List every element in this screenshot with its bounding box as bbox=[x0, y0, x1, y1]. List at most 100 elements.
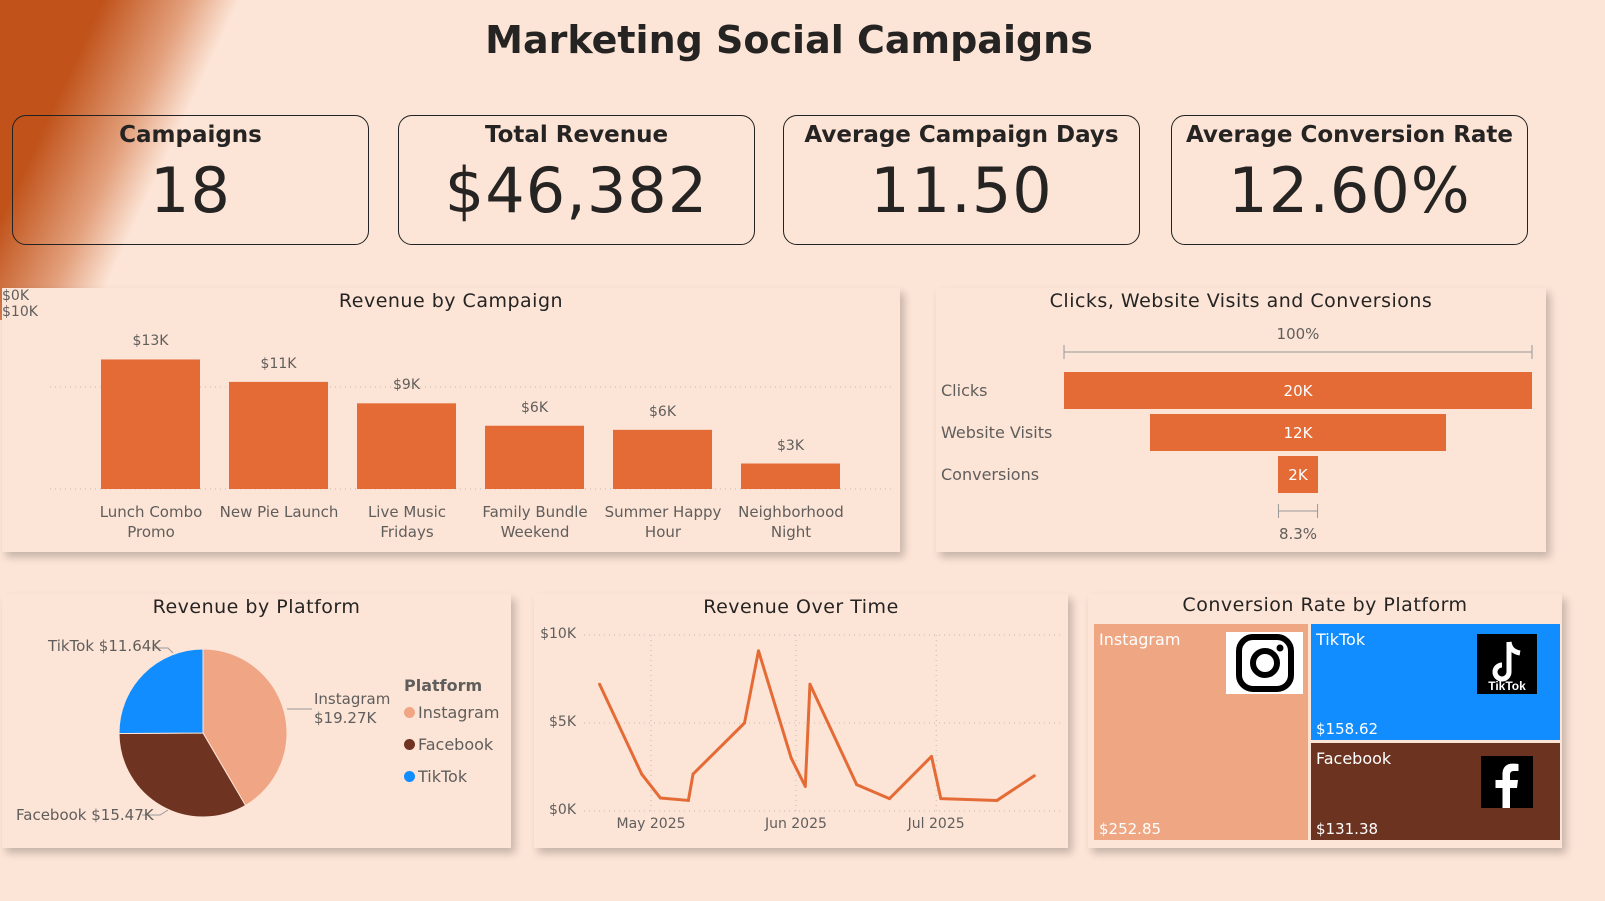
data-point bbox=[743, 721, 746, 725]
data-label: $3K bbox=[777, 437, 804, 454]
tile-value: $131.38 bbox=[1316, 820, 1379, 838]
chart-title: Revenue by Campaign bbox=[338, 290, 564, 312]
pie-slice-instagram bbox=[202, 648, 288, 807]
y-axis-tick: $0K bbox=[2, 288, 29, 304]
tile-value: $252.85 bbox=[1099, 820, 1162, 838]
kpi-label: Campaigns bbox=[119, 122, 262, 148]
instagram-logo-icon bbox=[1226, 632, 1303, 694]
data-point bbox=[808, 682, 812, 686]
tile-label: Facebook bbox=[1316, 749, 1392, 768]
data-point bbox=[686, 798, 690, 802]
legend-item-instagram[interactable]: Instagram bbox=[404, 703, 499, 722]
kpi-card-average-conversion-rate: Average Conversion Rate 12.60% bbox=[1171, 115, 1528, 245]
bar bbox=[357, 403, 456, 489]
revenue-line bbox=[598, 649, 1036, 802]
kpi-value: 18 bbox=[150, 154, 231, 227]
treemap-tile-facebook[interactable]: Facebook $131.38 bbox=[1311, 743, 1560, 840]
bar bbox=[485, 425, 584, 489]
bar bbox=[229, 381, 328, 489]
facebook-logo-icon bbox=[1481, 756, 1533, 808]
data-point bbox=[757, 649, 761, 653]
kpi-card-campaigns: Campaigns 18 bbox=[12, 115, 369, 245]
legend-dot-icon bbox=[404, 707, 415, 718]
legend-item-facebook[interactable]: Facebook bbox=[404, 735, 493, 754]
chart-title: Revenue by Platform bbox=[152, 596, 361, 618]
funnel-chart[interactable]: Clicks, Website Visits and Conversions 1… bbox=[936, 288, 1546, 552]
pie-slice-facebook bbox=[118, 732, 247, 818]
kpi-card-total-revenue: Total Revenue $46,382 bbox=[398, 115, 755, 245]
data-label: $9K bbox=[393, 377, 420, 394]
tiktok-logo-icon: TikTok bbox=[1477, 634, 1537, 694]
chart-title: Clicks, Website Visits and Conversions bbox=[1049, 290, 1433, 312]
bar-chart-plot bbox=[50, 359, 892, 490]
revenue-over-time-chart[interactable]: Revenue Over Time $0K $5K $10K May 2025 Jun … bbox=[534, 594, 1068, 848]
x-axis-label: Live Music Fridays bbox=[367, 503, 447, 541]
legend-dot-icon bbox=[404, 739, 415, 750]
bottom-bracket bbox=[1277, 504, 1319, 518]
page-title: Marketing Social Campaigns bbox=[485, 18, 1093, 62]
kpi-label: Total Revenue bbox=[484, 122, 669, 148]
data-point bbox=[855, 783, 859, 787]
y-axis-tick: $0K bbox=[549, 802, 576, 818]
x-axis-tick: Jul 2025 bbox=[907, 816, 965, 832]
pie-label-instagram: Instagram $19.27K bbox=[314, 690, 391, 727]
funnel-brackets bbox=[1063, 345, 1533, 518]
legend-label: Facebook bbox=[418, 735, 494, 754]
funnel-bar[interactable]: 12K bbox=[1149, 414, 1446, 451]
pie-label-facebook: Facebook $15.47K bbox=[16, 806, 154, 824]
data-point bbox=[658, 796, 662, 800]
data-point bbox=[640, 772, 644, 776]
x-axis-label: Summer Happy Hour bbox=[604, 503, 722, 541]
data-point bbox=[1032, 774, 1036, 778]
x-axis-tick: Jun 2025 bbox=[764, 816, 827, 832]
kpi-label: Average Campaign Days bbox=[804, 122, 1119, 148]
y-axis-tick: $10K bbox=[540, 626, 576, 642]
svg-text:TikTok: TikTok bbox=[1488, 679, 1526, 693]
funnel-bar[interactable]: 20K bbox=[1064, 372, 1532, 409]
data-label: $6K bbox=[521, 399, 548, 416]
funnel-top-label: 100% bbox=[1276, 325, 1320, 343]
legend-item-tiktok[interactable]: TikTok bbox=[404, 767, 467, 786]
data-label: $6K bbox=[649, 403, 676, 420]
data-point bbox=[939, 797, 943, 801]
funnel-category-label: Clicks bbox=[941, 381, 988, 400]
kpi-card-average-campaign-days: Average Campaign Days 11.50 bbox=[783, 115, 1140, 245]
funnel-category-label: Conversions bbox=[941, 465, 1040, 484]
legend-label: TikTok bbox=[418, 767, 468, 786]
x-axis-label: Family Bundle Weekend bbox=[482, 503, 588, 541]
y-axis-tick: $10K bbox=[2, 304, 38, 320]
x-axis-label: Neighborhood Night bbox=[738, 503, 844, 541]
x-axis-label: Lunch Combo Promo bbox=[99, 503, 203, 541]
kpi-label: Average Conversion Rate bbox=[1185, 122, 1514, 148]
x-axis-label: New Pie Launch bbox=[219, 503, 339, 521]
data-label: $13K bbox=[132, 333, 169, 350]
revenue-by-platform-chart[interactable]: Revenue by Platform Instagram $19.27K Fac… bbox=[2, 594, 511, 848]
legend-title: Platform bbox=[404, 676, 483, 695]
x-axis-tick: May 2025 bbox=[616, 816, 686, 832]
leader-line bbox=[142, 809, 169, 816]
data-point bbox=[930, 754, 933, 758]
kpi-value: $46,382 bbox=[444, 154, 709, 227]
tile-label: Instagram bbox=[1099, 630, 1181, 649]
decorative-swoosh bbox=[0, 0, 420, 320]
treemap-tile-tiktok[interactable]: TikTok $158.62 TikTok bbox=[1311, 624, 1560, 740]
data-point bbox=[691, 772, 695, 776]
conversion-rate-treemap[interactable]: Conversion Rate by Platform Instagram $2… bbox=[1088, 594, 1562, 848]
data-point bbox=[598, 682, 602, 686]
pie-label-tiktok: TikTok $11.64K bbox=[48, 637, 162, 655]
data-point bbox=[887, 797, 891, 801]
data-point bbox=[995, 798, 999, 802]
data-point bbox=[803, 784, 807, 788]
kpi-value: 12.60% bbox=[1228, 154, 1471, 227]
bar bbox=[101, 359, 200, 489]
bar bbox=[613, 429, 712, 489]
treemap-tile-instagram[interactable]: Instagram $252.85 bbox=[1094, 624, 1308, 840]
funnel-bar[interactable]: 2K bbox=[1278, 456, 1318, 493]
revenue-by-campaign-chart[interactable]: Revenue by Campaign $0K $10K $13K Lunch Com… bbox=[2, 288, 900, 552]
tile-label: TikTok bbox=[1316, 630, 1366, 649]
top-bracket bbox=[1063, 345, 1533, 359]
pie-plot bbox=[118, 647, 312, 818]
funnel-bottom-label: 8.3% bbox=[1278, 525, 1318, 543]
chart-title: Revenue Over Time bbox=[703, 596, 899, 618]
line-plot bbox=[584, 634, 1064, 812]
